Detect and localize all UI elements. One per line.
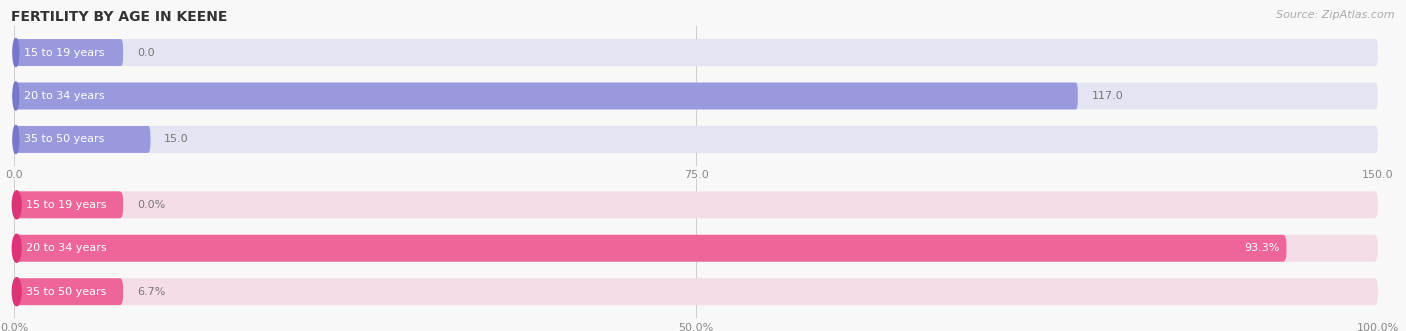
Text: 0.0%: 0.0%: [136, 200, 165, 210]
FancyBboxPatch shape: [14, 126, 1378, 153]
Text: 35 to 50 years: 35 to 50 years: [24, 134, 105, 144]
FancyBboxPatch shape: [14, 82, 1078, 110]
FancyBboxPatch shape: [14, 235, 1378, 262]
Circle shape: [13, 125, 18, 154]
Text: 20 to 34 years: 20 to 34 years: [24, 91, 105, 101]
Circle shape: [13, 234, 21, 262]
Text: 93.3%: 93.3%: [1244, 243, 1279, 253]
Text: Source: ZipAtlas.com: Source: ZipAtlas.com: [1277, 10, 1395, 20]
Text: 35 to 50 years: 35 to 50 years: [27, 287, 107, 297]
Text: FERTILITY BY AGE IN KEENE: FERTILITY BY AGE IN KEENE: [11, 10, 228, 24]
FancyBboxPatch shape: [14, 278, 124, 305]
FancyBboxPatch shape: [14, 82, 1378, 110]
Circle shape: [13, 82, 18, 110]
Text: 117.0: 117.0: [1091, 91, 1123, 101]
FancyBboxPatch shape: [14, 39, 124, 66]
FancyBboxPatch shape: [14, 235, 1286, 262]
Text: 15 to 19 years: 15 to 19 years: [24, 48, 105, 58]
FancyBboxPatch shape: [14, 126, 150, 153]
FancyBboxPatch shape: [14, 191, 124, 218]
Circle shape: [13, 191, 21, 219]
Text: 20 to 34 years: 20 to 34 years: [27, 243, 107, 253]
Text: 15 to 19 years: 15 to 19 years: [27, 200, 107, 210]
FancyBboxPatch shape: [14, 278, 1378, 305]
FancyBboxPatch shape: [14, 191, 1378, 218]
Text: 6.7%: 6.7%: [136, 287, 165, 297]
Circle shape: [13, 38, 18, 67]
Text: 15.0: 15.0: [165, 134, 188, 144]
FancyBboxPatch shape: [14, 39, 1378, 66]
Text: 0.0: 0.0: [136, 48, 155, 58]
Circle shape: [13, 278, 21, 306]
